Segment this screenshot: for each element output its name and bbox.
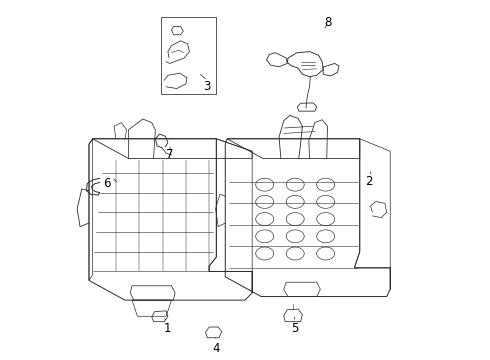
Text: 7: 7: [166, 148, 173, 161]
Bar: [161, 17, 216, 94]
Text: 1: 1: [164, 322, 171, 335]
Text: 6: 6: [103, 177, 111, 190]
Text: 3: 3: [204, 80, 211, 93]
Text: 5: 5: [292, 322, 299, 335]
Text: 4: 4: [213, 342, 220, 355]
Text: 8: 8: [324, 16, 331, 29]
Text: 2: 2: [365, 175, 372, 188]
